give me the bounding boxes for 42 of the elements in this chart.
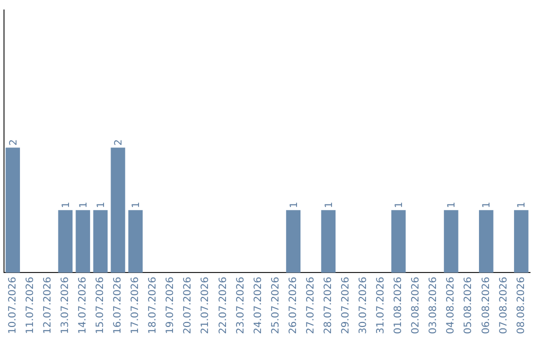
x-tick-label: 13.07.2026 [60, 276, 71, 334]
x-tick-label: 11.07.2026 [24, 276, 36, 334]
x-tick-label: 06.08.2026 [480, 276, 492, 334]
x-tick-label: 21.07.2026 [200, 276, 212, 334]
x-tick-label: 15.07.2026 [95, 276, 106, 334]
x-tick-label: 19.07.2026 [165, 276, 176, 334]
x-tick-label: 30.07.2026 [358, 276, 370, 334]
data-label: 1 [482, 202, 493, 208]
x-tick-label: 25.07.2026 [270, 276, 282, 334]
x-tick-label: 03.08.2026 [428, 276, 440, 334]
x-tick-label: 26.07.2026 [288, 276, 299, 334]
x-tick-label: 02.08.2026 [410, 276, 422, 334]
x-tick-label: 24.07.2026 [252, 276, 264, 334]
x-tick-label: 08.08.2026 [516, 276, 527, 334]
data-label: 1 [60, 202, 72, 208]
x-tick-label: 16.07.2026 [112, 276, 124, 334]
x-tick-label: 10.07.2026 [7, 276, 18, 334]
x-tick-label: 29.07.2026 [340, 276, 352, 334]
data-label: 1 [78, 202, 90, 208]
data-label: 1 [131, 202, 142, 208]
x-tick-label: 22.07.2026 [218, 276, 229, 334]
x-tick-label: 05.08.2026 [463, 276, 474, 334]
data-label: 1 [96, 202, 107, 208]
x-tick-label: 23.07.2026 [235, 276, 246, 334]
x-tick-label: 12.07.2026 [42, 276, 54, 334]
data-label: 1 [446, 202, 458, 208]
data-label: 1 [394, 202, 405, 208]
x-tick-label: 20.07.2026 [182, 276, 194, 334]
x-tick-label: 27.07.2026 [305, 276, 316, 334]
x-tick-label: 01.08.2026 [393, 276, 404, 334]
data-label: 1 [324, 202, 335, 208]
x-tick-label: 17.07.2026 [130, 276, 142, 334]
x-tick-label: 31.07.2026 [376, 276, 387, 334]
x-tick-label: 18.07.2026 [148, 276, 159, 334]
data-label: 2 [113, 139, 124, 146]
data-label: 1 [288, 202, 300, 208]
x-tick-label: 07.08.2026 [498, 276, 510, 334]
x-tick-label: 28.07.2026 [322, 276, 334, 334]
data-label: 2 [8, 139, 20, 146]
x-tick-label: 04.08.2026 [446, 276, 457, 334]
x-tick-label: 14.07.2026 [77, 276, 88, 334]
data-label: 1 [516, 202, 528, 208]
